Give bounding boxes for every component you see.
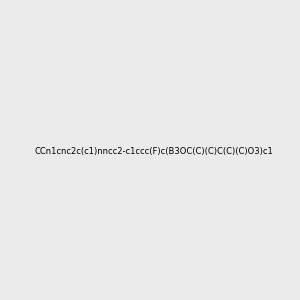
Text: CCn1cnc2c(c1)nncc2-c1ccc(F)c(B3OC(C)(C)C(C)(C)O3)c1: CCn1cnc2c(c1)nncc2-c1ccc(F)c(B3OC(C)(C)C…	[34, 147, 273, 156]
